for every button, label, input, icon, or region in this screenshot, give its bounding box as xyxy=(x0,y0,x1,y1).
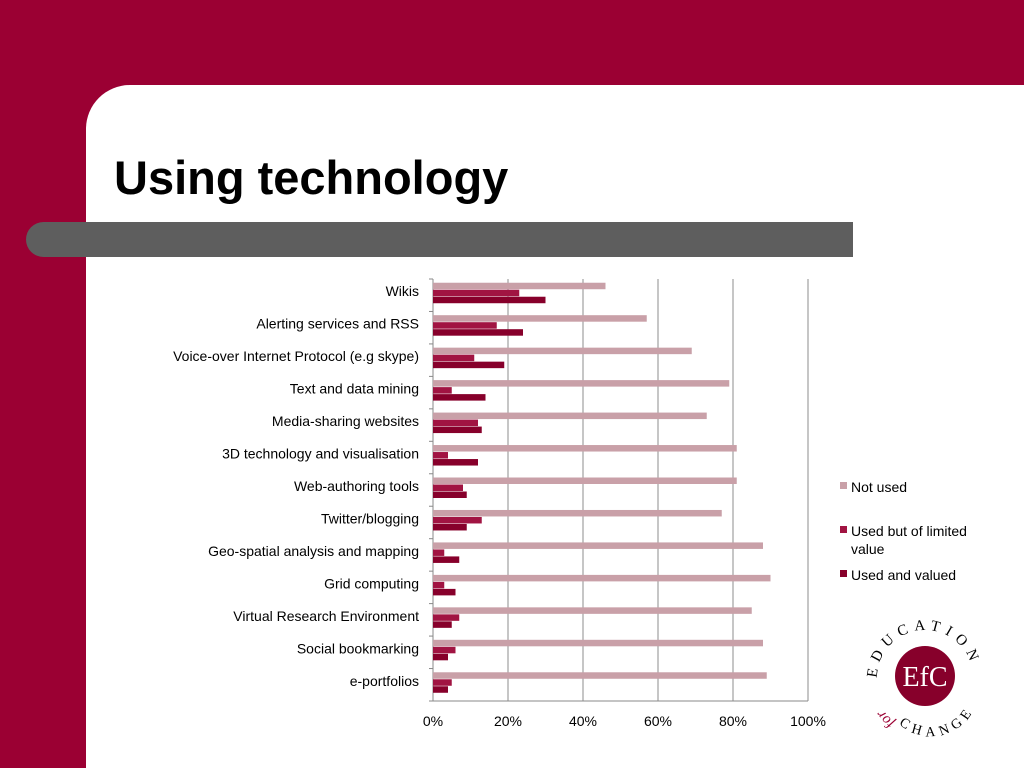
category-label: e-portfolios xyxy=(350,673,419,689)
bar xyxy=(433,289,520,297)
x-tick-label: 60% xyxy=(644,713,672,729)
bar xyxy=(433,394,486,401)
logo-circle xyxy=(895,646,955,706)
bar xyxy=(433,322,497,329)
bar xyxy=(433,347,692,355)
bar xyxy=(433,380,730,387)
category-label: Media-sharing websites xyxy=(272,413,419,429)
bar xyxy=(433,686,448,693)
x-tick-label: 40% xyxy=(569,713,597,729)
category-label: 3D technology and visualisation xyxy=(222,446,419,462)
bar xyxy=(433,361,505,369)
logo-side-text: for xyxy=(873,707,897,732)
bar xyxy=(433,491,467,498)
logo-bottom-text: CHANGE xyxy=(896,703,972,740)
bar xyxy=(433,419,478,427)
bar xyxy=(433,614,460,621)
legend-label: Used and valued xyxy=(851,567,956,583)
legend-swatch xyxy=(840,526,847,533)
bar xyxy=(433,556,460,563)
category-label: Text and data mining xyxy=(290,381,419,397)
bar xyxy=(433,542,763,549)
bar xyxy=(433,516,482,524)
logo-monogram: EfC xyxy=(902,662,947,693)
bar xyxy=(433,607,752,614)
category-label: Alerting services and RSS xyxy=(256,316,419,332)
bar xyxy=(433,296,546,304)
bar xyxy=(433,672,767,679)
bar xyxy=(433,315,647,322)
title-underline-band xyxy=(26,222,853,257)
x-tick-label: 20% xyxy=(494,713,522,729)
bar xyxy=(433,426,482,434)
category-label: Virtual Research Environment xyxy=(233,608,419,624)
category-label: Twitter/blogging xyxy=(321,510,419,526)
legend-label: Used but of limited value xyxy=(851,523,967,557)
bar xyxy=(433,621,452,628)
bar xyxy=(433,653,448,661)
legend-label: Not used xyxy=(851,479,907,495)
x-tick-label: 80% xyxy=(719,713,747,729)
legend-swatch xyxy=(840,482,847,489)
bar xyxy=(433,387,452,394)
category-label: Geo-spatial analysis and mapping xyxy=(208,543,419,559)
bar xyxy=(433,282,606,290)
category-label: Web-authoring tools xyxy=(294,478,419,494)
category-label: Voice-over Internet Protocol (e.g skype) xyxy=(173,348,419,364)
category-label: Grid computing xyxy=(324,575,419,591)
bar xyxy=(433,445,737,452)
x-tick-label: 100% xyxy=(790,713,826,729)
bar xyxy=(433,549,445,556)
svg-text:for: for xyxy=(873,707,897,732)
category-label: Social bookmarking xyxy=(297,640,419,656)
bar xyxy=(433,581,445,589)
bar xyxy=(433,588,456,596)
svg-text:CHANGE: CHANGE xyxy=(896,703,977,740)
bar xyxy=(433,452,448,459)
slide-content-card xyxy=(86,85,1024,768)
category-label: Wikis xyxy=(386,283,419,299)
bar xyxy=(433,354,475,362)
bar xyxy=(433,523,467,531)
bar xyxy=(433,509,722,517)
bar xyxy=(433,574,771,582)
bar xyxy=(433,646,456,654)
legend-swatch xyxy=(840,570,847,577)
bar xyxy=(433,329,523,336)
efc-logo: EfC EDUCATION CHANGE for xyxy=(865,618,978,740)
bar xyxy=(433,412,707,420)
bar xyxy=(433,459,478,466)
bar xyxy=(433,484,463,491)
x-tick-label: 0% xyxy=(423,713,443,729)
bar xyxy=(433,477,737,484)
slide-title: Using technology xyxy=(114,151,509,204)
bar xyxy=(433,639,763,647)
bar xyxy=(433,679,452,686)
